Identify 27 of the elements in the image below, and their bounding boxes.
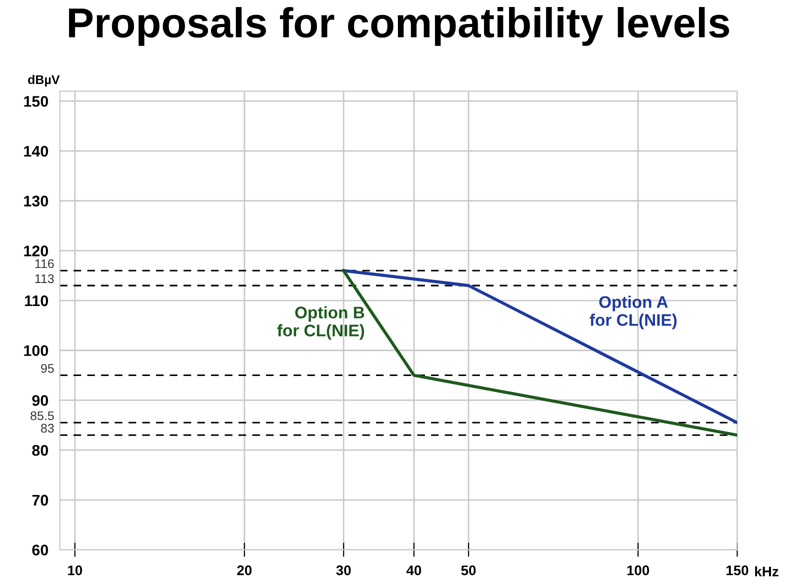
x-tick-label: 30 [336,565,351,576]
ref-line-label: 83 [40,424,54,433]
series-label: Option B for CL(NIE) [277,306,364,340]
ref-line-label: 113 [35,274,54,284]
ref-line-label: 85.5 [30,411,54,420]
x-tick-label: 50 [461,565,476,576]
y-tick-label: 80 [32,444,48,456]
x-tick-label: 20 [237,565,252,576]
x-tick-label: 150 [726,565,748,576]
x-tick-label: 40 [406,565,422,576]
y-tick-label: 150 [24,96,48,107]
series-label: Option A for CL(NIE) [590,296,677,330]
y-tick-label: 90 [32,395,48,406]
ref-line-label: 116 [35,259,54,268]
y-tick-label: 120 [24,246,48,256]
y-tick-label: 60 [32,544,48,556]
y-tick-label: 100 [24,345,48,356]
y-axis-title: dBµV [28,74,60,87]
y-tick-label: 130 [24,196,48,207]
x-tick-label: 10 [68,565,82,576]
y-tick-label: 70 [32,494,48,506]
ref-line-label: 95 [41,364,54,373]
x-axis-title: kHz [755,566,778,576]
y-tick-label: 110 [24,295,48,306]
chart-title: Proposals for compatibility levels [69,7,730,46]
x-tick-label: 100 [627,565,650,576]
y-tick-label: 140 [24,146,48,157]
